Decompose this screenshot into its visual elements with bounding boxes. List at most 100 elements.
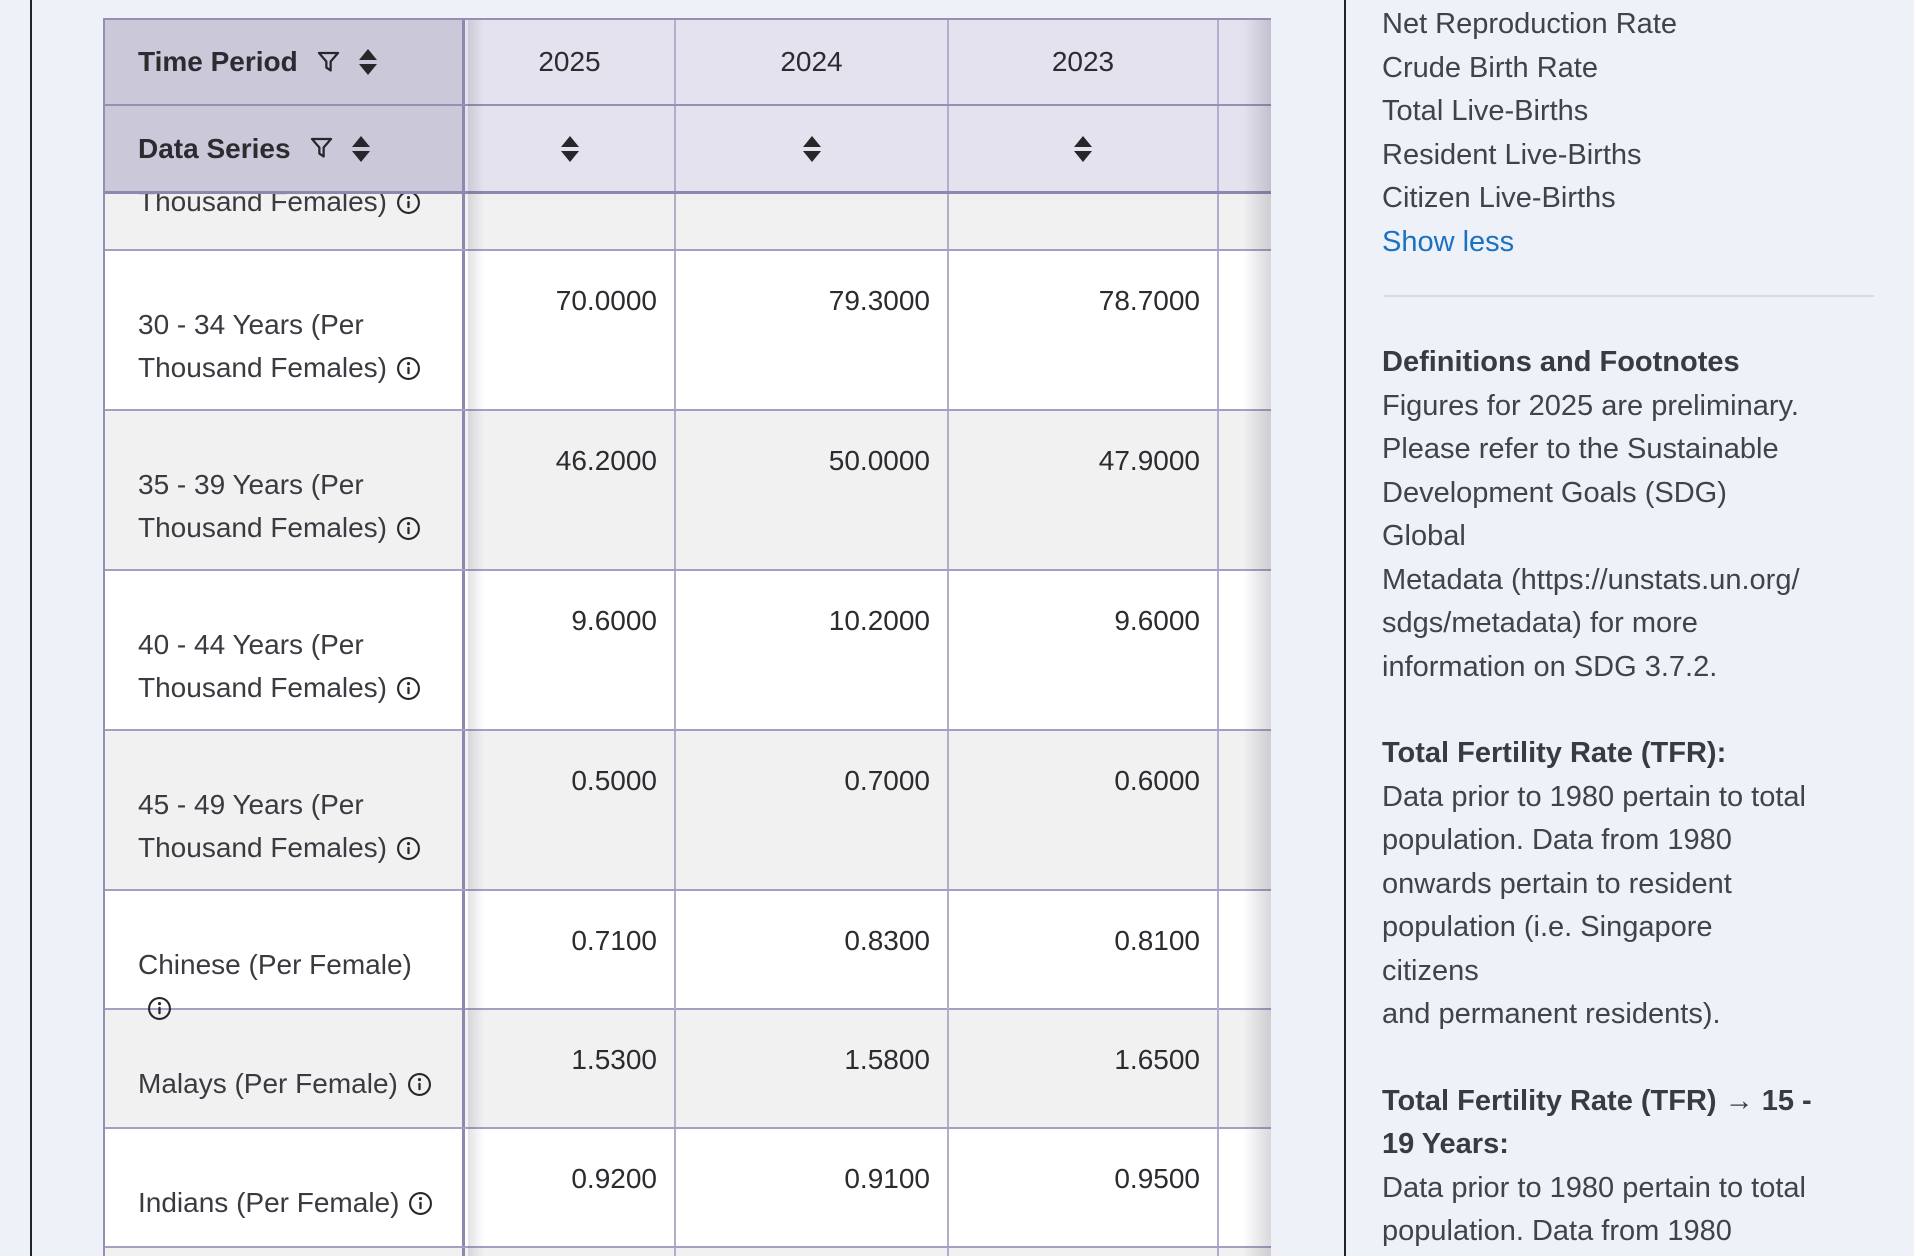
sort-icon[interactable] xyxy=(358,49,377,75)
value-cell: 0.9200 xyxy=(465,1129,676,1246)
series-list-item: Net Reproduction Rate xyxy=(1382,8,1677,40)
tfr-heading: Total Fertility Rate (TFR): xyxy=(1382,737,1727,769)
sort-cell-2024 xyxy=(676,106,949,191)
row-label-cell: 30 - 34 Years (Per Thousand Females) xyxy=(105,251,465,409)
info-icon[interactable] xyxy=(147,990,172,1033)
year-label: 2023 xyxy=(1051,46,1115,77)
sort-cell-clipped xyxy=(1219,106,1271,191)
sort-icon[interactable] xyxy=(1074,135,1092,162)
row-label: 40 - 44 Years (Per Thousand Females) xyxy=(138,629,388,703)
value-cell: 9.6000 xyxy=(949,571,1219,729)
info-icon[interactable] xyxy=(396,670,421,713)
tfr-15-19-heading: Total Fertility Rate (TFR) → 15 - 19 Yea… xyxy=(1382,1084,1812,1161)
filter-icon[interactable] xyxy=(315,49,342,76)
value-cell xyxy=(676,194,949,249)
info-icon[interactable] xyxy=(396,350,421,393)
row-label: 30 - 34 Years (Per Thousand Females) xyxy=(138,309,388,383)
value-cell: 0.7000 xyxy=(676,731,949,889)
row-label-cell: Indians (Per Female) xyxy=(105,1129,465,1246)
series-list-item: Citizen Live-Births xyxy=(1382,182,1616,214)
row-label: Indians (Per Female) xyxy=(138,1187,400,1218)
left-panel-splitter xyxy=(30,0,32,1256)
info-icon[interactable] xyxy=(396,194,421,227)
value-cell xyxy=(465,194,676,249)
series-list-item: Total Live-Births xyxy=(1382,95,1589,127)
year-column-header-clipped xyxy=(1219,20,1271,104)
table-row: Indians (Per Female) 0.9200 0.9100 0.950… xyxy=(105,1129,1271,1248)
table-header-row-data-series: Data Series xyxy=(105,106,1271,194)
value-cell xyxy=(949,1248,1219,1256)
table-row-partial-top: Thousand Females) xyxy=(105,194,1271,251)
tfr-text: Data prior to 1980 pertain to total popu… xyxy=(1382,780,1806,1031)
value-cell: 47.9000 xyxy=(949,411,1219,569)
sort-icon[interactable] xyxy=(802,135,821,162)
info-icon[interactable] xyxy=(407,1066,432,1109)
definitions-section: Definitions and Footnotes Figures for 20… xyxy=(1382,341,1812,689)
definitions-text: Figures for 2025 are preliminary. Please… xyxy=(1382,389,1800,683)
value-cell: 50.0000 xyxy=(676,411,949,569)
value-cell: 1.6500 xyxy=(949,1010,1219,1127)
value-cell: 70.0000 xyxy=(465,251,676,409)
table-row: 30 - 34 Years (Per Thousand Females) 70.… xyxy=(105,251,1271,411)
value-cell: 1.5300 xyxy=(465,1010,676,1127)
sidebar-divider xyxy=(1384,295,1874,297)
value-cell: 79.3000 xyxy=(676,251,949,409)
value-cell: 0.9100 xyxy=(676,1129,949,1246)
info-icon[interactable] xyxy=(408,1185,433,1228)
value-cell xyxy=(1219,891,1271,1029)
value-cell xyxy=(465,1248,676,1256)
value-cell: 46.2000 xyxy=(465,411,676,569)
row-label-cell xyxy=(105,1248,465,1256)
value-cell xyxy=(1219,1248,1271,1256)
tfr-15-19-section: Total Fertility Rate (TFR) → 15 - 19 Yea… xyxy=(1382,1080,1812,1256)
value-cell: 0.6000 xyxy=(949,731,1219,889)
info-icon[interactable] xyxy=(396,510,421,553)
value-cell: 0.9500 xyxy=(949,1129,1219,1246)
value-cell xyxy=(1219,1129,1271,1246)
time-period-header-cell: Time Period xyxy=(105,20,465,104)
tfr-section: Total Fertility Rate (TFR): Data prior t… xyxy=(1382,732,1812,1037)
value-cell: 1.5800 xyxy=(676,1010,949,1127)
row-label: 45 - 49 Years (Per Thousand Females) xyxy=(138,789,388,863)
data-series-header-cell: Data Series xyxy=(105,106,465,191)
value-cell: 0.8100 xyxy=(949,891,1219,1029)
time-period-label: Time Period xyxy=(138,46,298,77)
year-label: 2025 xyxy=(538,46,601,77)
value-cell: 10.2000 xyxy=(676,571,949,729)
value-cell xyxy=(1219,571,1271,729)
year-column-header-2025[interactable]: 2025 xyxy=(465,20,676,104)
value-cell xyxy=(1219,251,1271,409)
sort-cell-2023 xyxy=(949,106,1219,191)
value-cell xyxy=(676,1248,949,1256)
data-table-scroll-area[interactable]: Time Period 2025 2024 2023 Data Series xyxy=(103,18,1271,1256)
year-column-header-2024[interactable]: 2024 xyxy=(676,20,949,104)
info-icon[interactable] xyxy=(396,830,421,873)
row-label: Malays (Per Female) xyxy=(138,1068,398,1099)
series-list-item: Resident Live-Births xyxy=(1382,138,1642,171)
table-row: 45 - 49 Years (Per Thousand Females) 0.5… xyxy=(105,731,1271,891)
filter-icon[interactable] xyxy=(308,135,335,162)
table-row: Malays (Per Female) 1.5300 1.5800 1.6500 xyxy=(105,1010,1271,1129)
show-less-link[interactable]: Show less xyxy=(1382,225,1515,258)
row-label: 35 - 39 Years (Per Thousand Females) xyxy=(138,469,388,543)
sort-icon[interactable] xyxy=(560,135,579,162)
value-cell: 0.8300 xyxy=(676,891,949,1029)
right-panel-splitter xyxy=(1344,0,1346,1256)
row-label-cell: 45 - 49 Years (Per Thousand Females) xyxy=(105,731,465,889)
table-row: 35 - 39 Years (Per Thousand Females) 46.… xyxy=(105,411,1271,571)
row-label: Thousand Females) xyxy=(138,194,388,217)
value-cell: 78.7000 xyxy=(949,251,1219,409)
sort-cell-2025 xyxy=(465,106,676,191)
year-column-header-2023[interactable]: 2023 xyxy=(949,20,1219,104)
table-row-partial-bottom xyxy=(105,1248,1271,1256)
definitions-heading: Definitions and Footnotes xyxy=(1382,346,1740,378)
definitions-sidebar: Net Reproduction Rate Crude Birth Rate T… xyxy=(1346,0,1914,1256)
sort-icon[interactable] xyxy=(351,135,370,162)
row-label: Chinese (Per Female) xyxy=(138,949,412,980)
value-cell: 0.7100 xyxy=(465,891,676,1029)
table-header-row-time-period: Time Period 2025 2024 2023 xyxy=(105,20,1271,106)
value-cell: 0.5000 xyxy=(465,731,676,889)
table-row: Chinese (Per Female) 0.7100 0.8300 0.810… xyxy=(105,891,1271,1029)
row-label-cell: 40 - 44 Years (Per Thousand Females) xyxy=(105,571,465,729)
